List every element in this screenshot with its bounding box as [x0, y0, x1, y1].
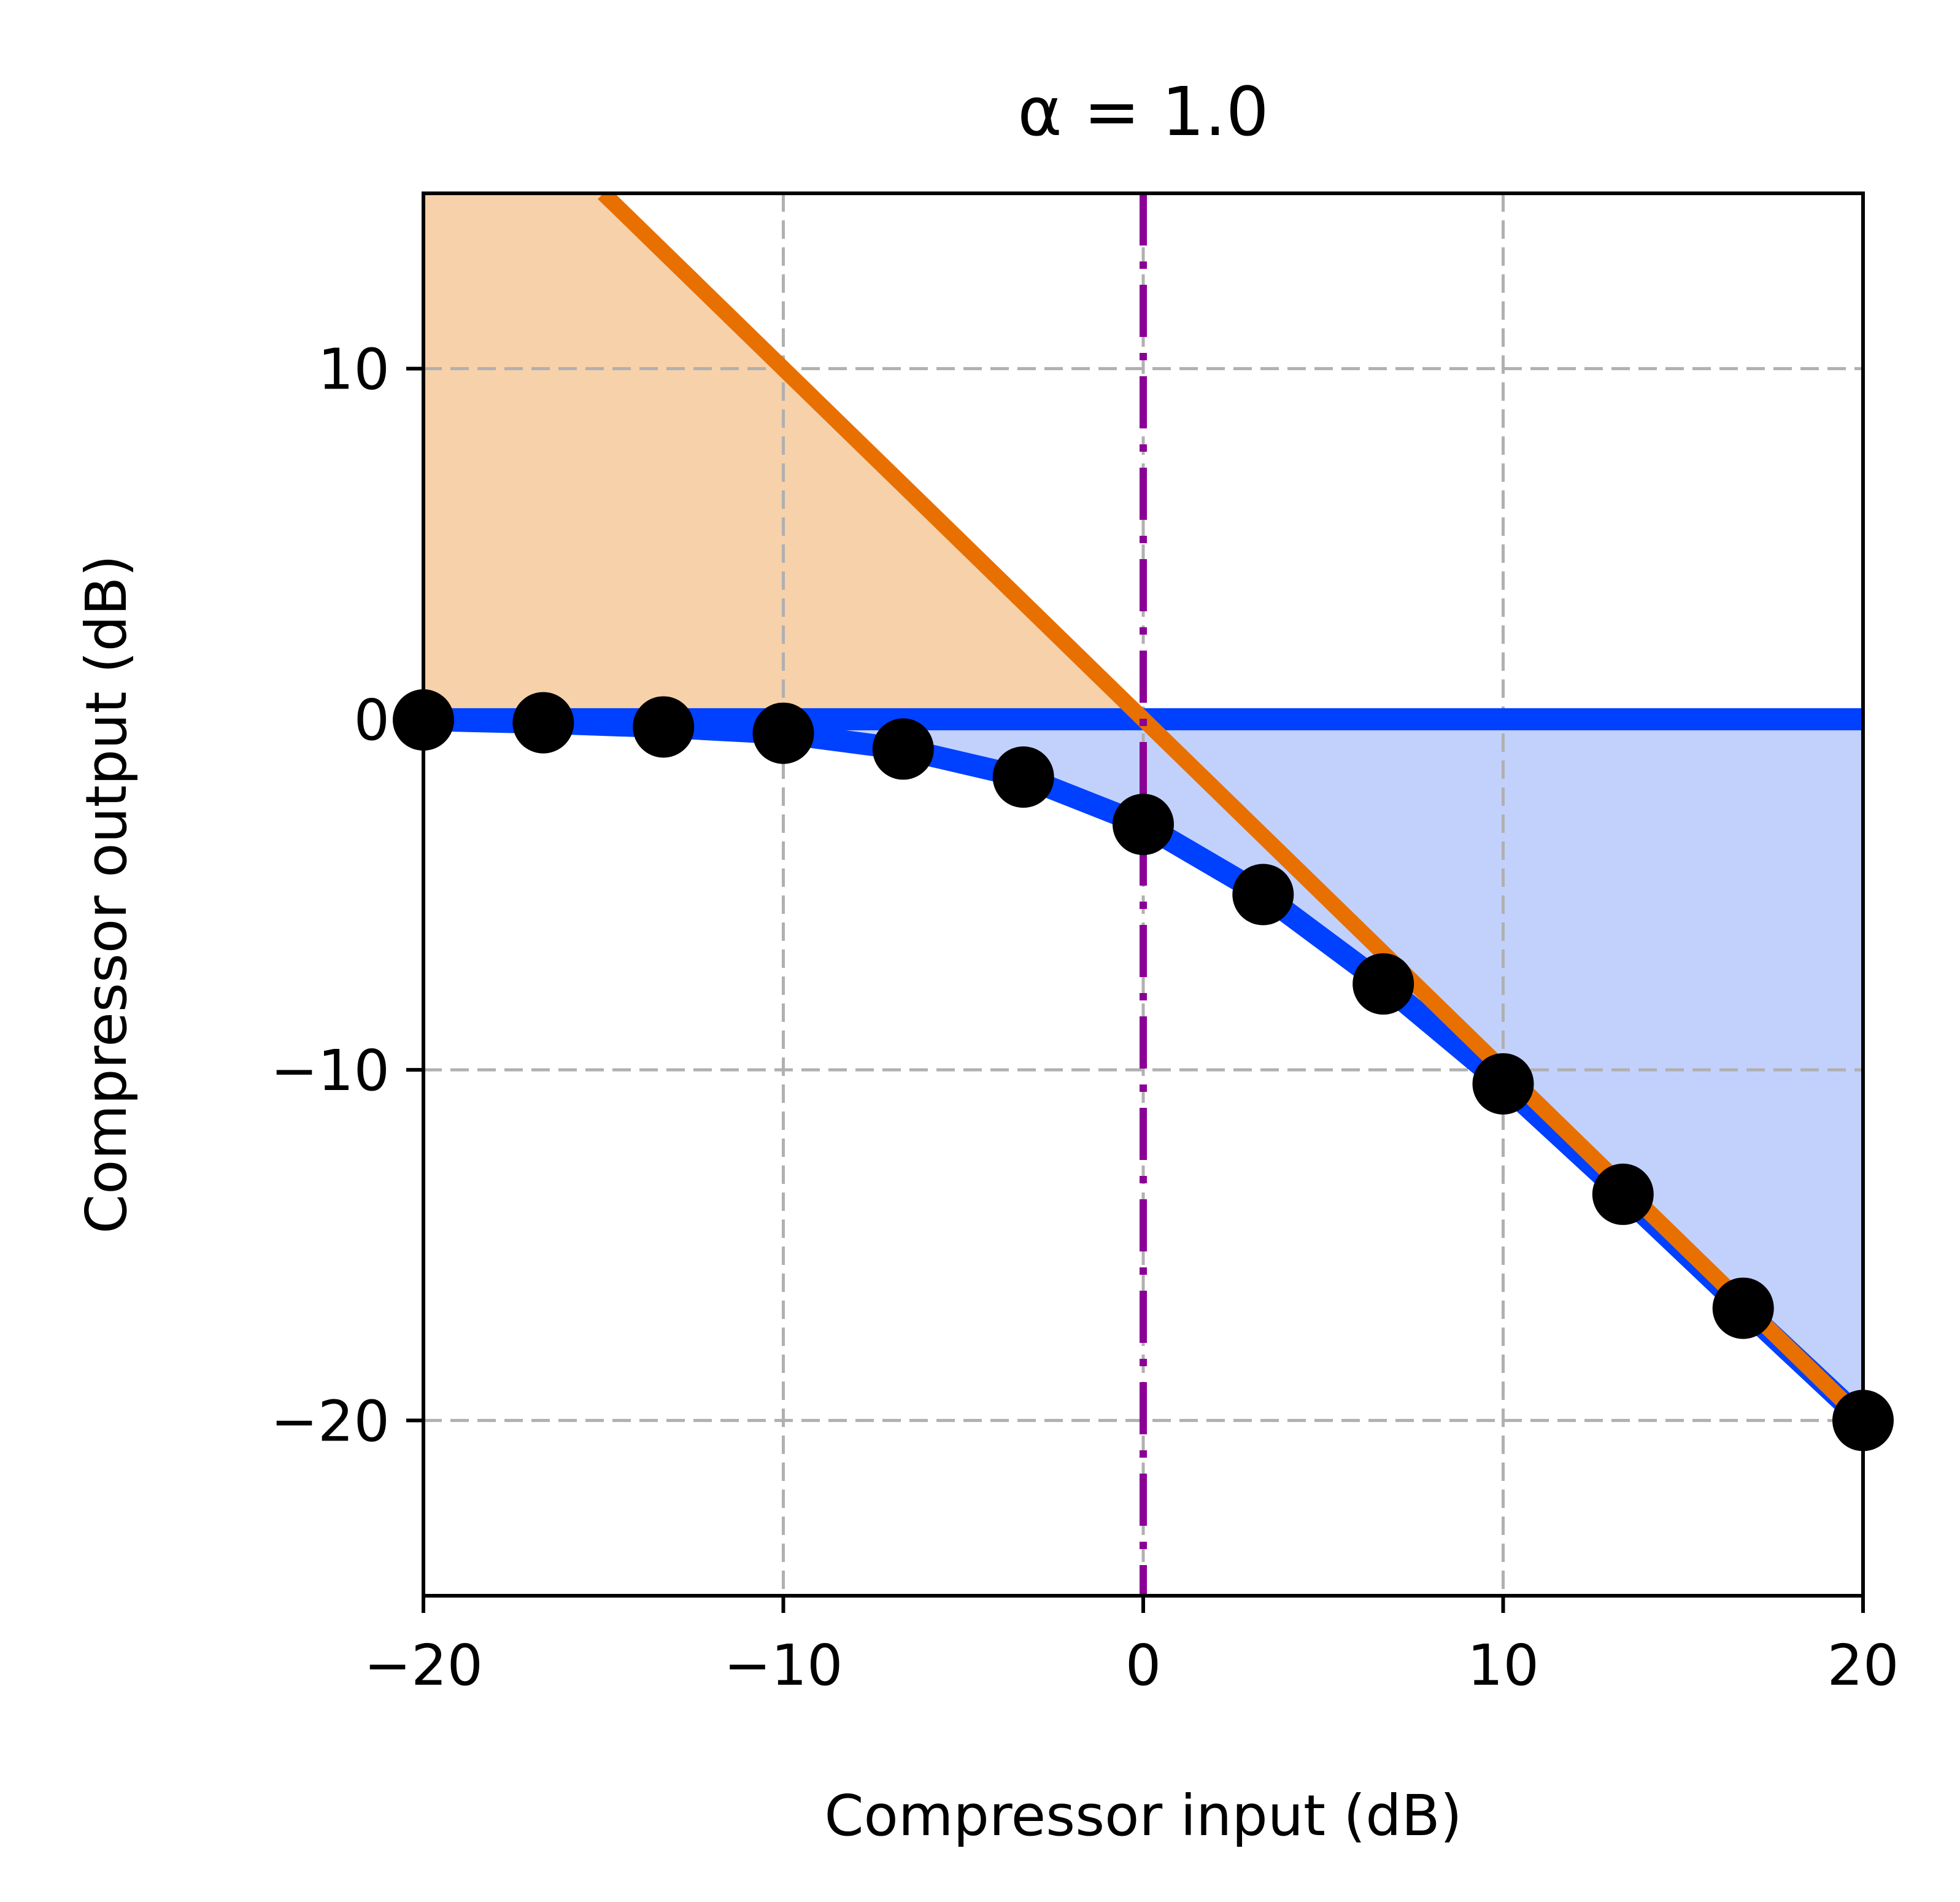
soft-knee-marker [1352, 953, 1414, 1015]
x-tick-label: −10 [723, 1633, 843, 1698]
chart-title: α = 1.0 [1017, 72, 1269, 151]
ticks-layer: −20 −10 0 10 20 −20 −10 0 10 [271, 337, 1899, 1698]
identity-line [598, 193, 1863, 1426]
fill-layer [423, 193, 1863, 1421]
y-tick-label: −20 [271, 1388, 390, 1454]
x-tick-label: 20 [1827, 1633, 1899, 1698]
soft-knee-marker [1712, 1277, 1774, 1339]
markers-layer [393, 689, 1894, 1452]
x-tick-label: 10 [1467, 1633, 1539, 1698]
soft-knee-marker [872, 718, 934, 780]
x-tick-label: 0 [1125, 1633, 1162, 1698]
soft-knee-marker [752, 702, 814, 764]
x-axis-label: Compressor input (dB) [824, 1783, 1462, 1849]
fill-below-zero-region [423, 719, 1863, 1421]
y-tick-label: 0 [353, 687, 390, 753]
soft-knee-marker [1113, 794, 1174, 856]
fill-above-identity-region [423, 193, 1143, 719]
soft-knee-marker [512, 692, 574, 754]
x-tick-label: −20 [364, 1633, 483, 1698]
soft-knee-marker [1232, 864, 1294, 926]
y-tick-label: −10 [271, 1038, 390, 1104]
soft-knee-marker [1472, 1053, 1534, 1115]
soft-knee-marker [992, 746, 1054, 808]
soft-knee-marker [1592, 1163, 1654, 1225]
y-tick-label: 10 [318, 337, 390, 403]
soft-knee-marker [633, 696, 695, 758]
y-axis-label: Compressor output (dB) [74, 555, 139, 1234]
